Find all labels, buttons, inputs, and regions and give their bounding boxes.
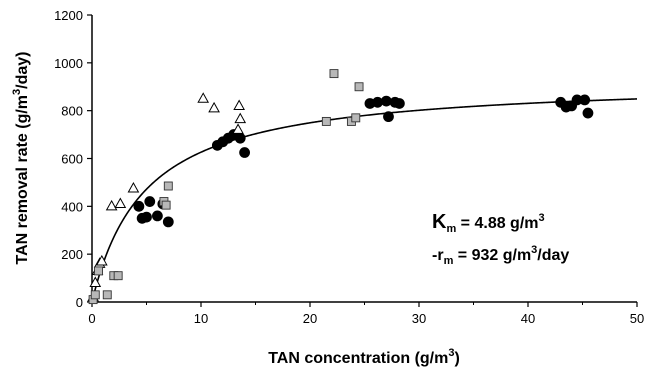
data-point-triangle xyxy=(114,197,127,209)
data-point-triangle xyxy=(234,112,247,124)
data-point-square xyxy=(354,82,364,92)
data-point-circle xyxy=(141,211,152,223)
data-point-circle xyxy=(162,216,174,228)
data-point-triangle xyxy=(232,123,244,134)
data-point-circle xyxy=(393,98,405,109)
y-tick-label: 0 xyxy=(76,295,83,310)
data-point-square xyxy=(161,200,171,210)
data-point-square xyxy=(94,266,103,276)
data-point-square xyxy=(351,113,361,123)
data-point-circle xyxy=(579,94,591,106)
x-axis-title: TAN concentration (g/m3) xyxy=(268,347,460,367)
y-tick-label: 1200 xyxy=(54,8,83,23)
y-tick-label: 200 xyxy=(61,247,83,262)
data-point-circle xyxy=(144,196,156,207)
x-tick-label: 0 xyxy=(88,311,95,326)
y-tick-label: 400 xyxy=(61,199,83,214)
data-point-square xyxy=(321,116,331,126)
data-point-square xyxy=(102,290,112,300)
x-tick-label: 50 xyxy=(630,311,644,326)
data-point-triangle xyxy=(197,92,210,103)
data-point-triangle xyxy=(105,199,118,211)
annotation-km: Km = 4.88 g/m3 xyxy=(432,211,545,235)
y-ticks: 0 200 400 600 800 1000 1200 xyxy=(54,8,92,310)
x-tick-label: 20 xyxy=(303,311,317,326)
data-point-triangle xyxy=(95,254,108,266)
data-point-triangle xyxy=(233,99,245,110)
y-tick-label: 1000 xyxy=(54,56,83,71)
data-point-circle xyxy=(383,111,394,123)
x-tick-label: 40 xyxy=(521,311,535,326)
data-point-triangle xyxy=(127,181,140,193)
monod-fit-curve xyxy=(91,98,638,303)
y-axis-title: TAN removal rate (g/m3/day) xyxy=(11,52,31,265)
y-tick-label: 600 xyxy=(61,152,83,167)
data-point-circle xyxy=(239,147,251,158)
data-point-triangle xyxy=(89,276,102,287)
annotation-rm: -rm = 932 g/m3/day xyxy=(432,244,569,267)
data-point-circle xyxy=(133,200,145,212)
data-point-circle xyxy=(234,132,246,144)
x-ticks: 0 10 20 30 40 50 xyxy=(88,302,644,326)
x-tick-label: 30 xyxy=(412,311,426,326)
data-point-square xyxy=(90,290,100,300)
data-points xyxy=(87,69,594,305)
data-point-square xyxy=(113,271,123,281)
y-tick-label: 800 xyxy=(61,104,83,119)
data-point-circle xyxy=(151,210,163,222)
data-point-square xyxy=(329,69,339,79)
data-point-square xyxy=(163,181,173,191)
x-tick-label: 10 xyxy=(194,311,208,326)
data-point-triangle xyxy=(208,101,220,113)
data-point-circle xyxy=(582,107,594,119)
